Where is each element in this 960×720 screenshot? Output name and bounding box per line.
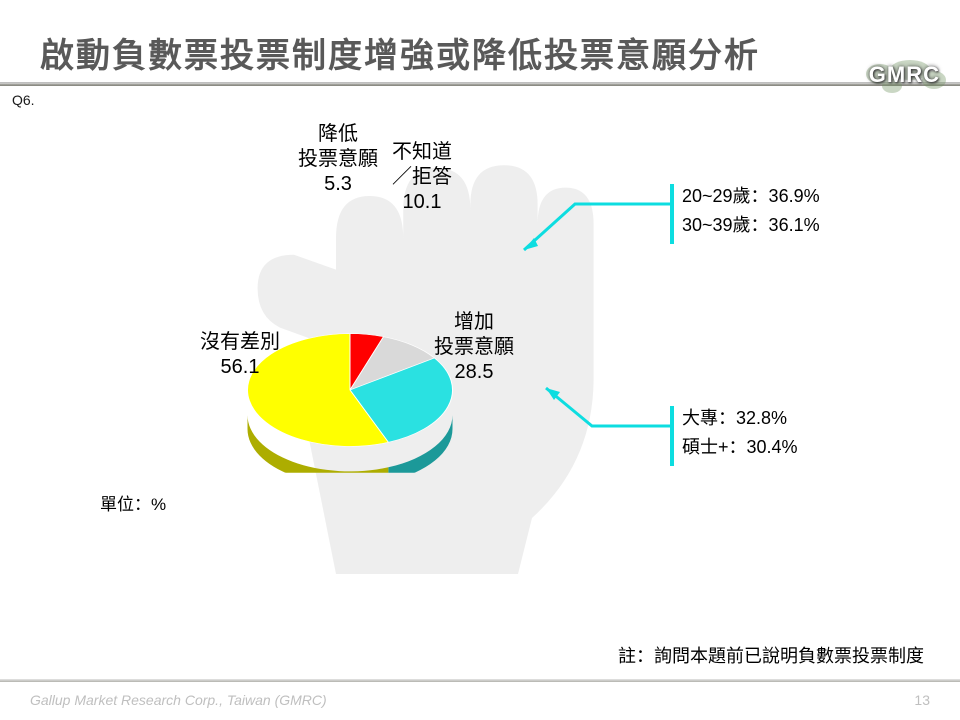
callout-bar-2: [670, 406, 674, 466]
label-decrease: 降低 投票意願 5.3: [298, 122, 378, 197]
callout-arrow-1: [520, 188, 680, 268]
callout-bar-1: [670, 184, 674, 244]
footnote: 註：詢問本題前已說明負數票投票制度: [618, 642, 924, 668]
slide-title: 啟動負數票投票制度增強或降低投票意願分析: [40, 28, 760, 77]
callout-arrow-2: [544, 382, 684, 452]
logo-text: GMRC: [863, 60, 946, 90]
label-nodiff: 沒有差別 56.1: [200, 330, 280, 380]
pie-chart: 降低 投票意願 5.3 不知道 ／拒答 10.1 增加 投票意願 28.5 沒有…: [0, 110, 960, 630]
footer-divider: [0, 679, 960, 682]
callout-1: 20~29歲：36.9% 30~39歲：36.1%: [682, 182, 820, 240]
label-dontknow: 不知道 ／拒答 10.1: [392, 140, 452, 215]
title-divider: [0, 82, 960, 86]
unit-label: 單位：%: [100, 490, 166, 515]
page-number: 13: [914, 692, 930, 708]
question-label: Q6.: [12, 92, 35, 108]
footer-left: Gallup Market Research Corp., Taiwan (GM…: [30, 692, 327, 708]
callout-2: 大專：32.8% 碩士+：30.4%: [682, 404, 798, 462]
label-increase: 增加 投票意願 28.5: [434, 310, 514, 385]
